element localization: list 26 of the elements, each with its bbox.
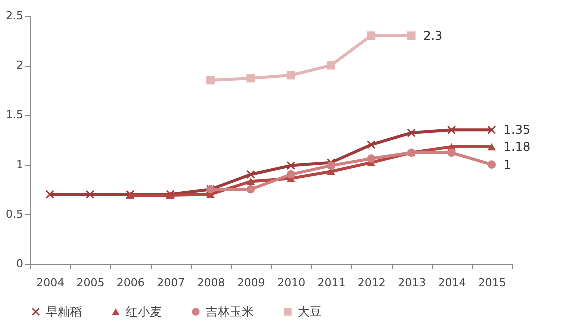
data-label: 2.3 [424, 28, 443, 43]
x-tick-label: 2015 [478, 276, 506, 290]
y-tick-label: 2 [16, 59, 24, 72]
x-tick-label: 2011 [318, 276, 346, 290]
x-tick-label: 2008 [197, 276, 226, 290]
y-tick-label: 2.5 [6, 10, 24, 22]
y-tick-label: 1 [16, 158, 24, 172]
x-tick-label: 2014 [438, 276, 466, 290]
legend-label: 大豆 [298, 305, 322, 319]
data-label: 1.18 [504, 140, 531, 154]
x-tick-label: 2006 [116, 276, 145, 290]
x-tick-label: 2007 [157, 276, 186, 290]
x-tick-label: 2004 [36, 276, 65, 290]
legend-label: 早籼稻 [46, 305, 82, 319]
x-tick-label: 2010 [278, 276, 306, 290]
x-tick-label: 2012 [358, 276, 386, 290]
x-tick-label: 2013 [398, 276, 426, 290]
x-tick-label: 2009 [237, 276, 266, 290]
data-label: 1.35 [504, 123, 531, 138]
x-tick-label: 2005 [76, 276, 105, 290]
y-tick-label: 0 [16, 258, 24, 270]
legend-label: 红小麦 [126, 305, 162, 319]
y-tick-label: 1.5 [6, 108, 24, 122]
data-label: 1 [504, 158, 512, 172]
legend-label: 吉林玉米 [206, 305, 254, 319]
y-tick-label: 0.5 [6, 208, 24, 221]
